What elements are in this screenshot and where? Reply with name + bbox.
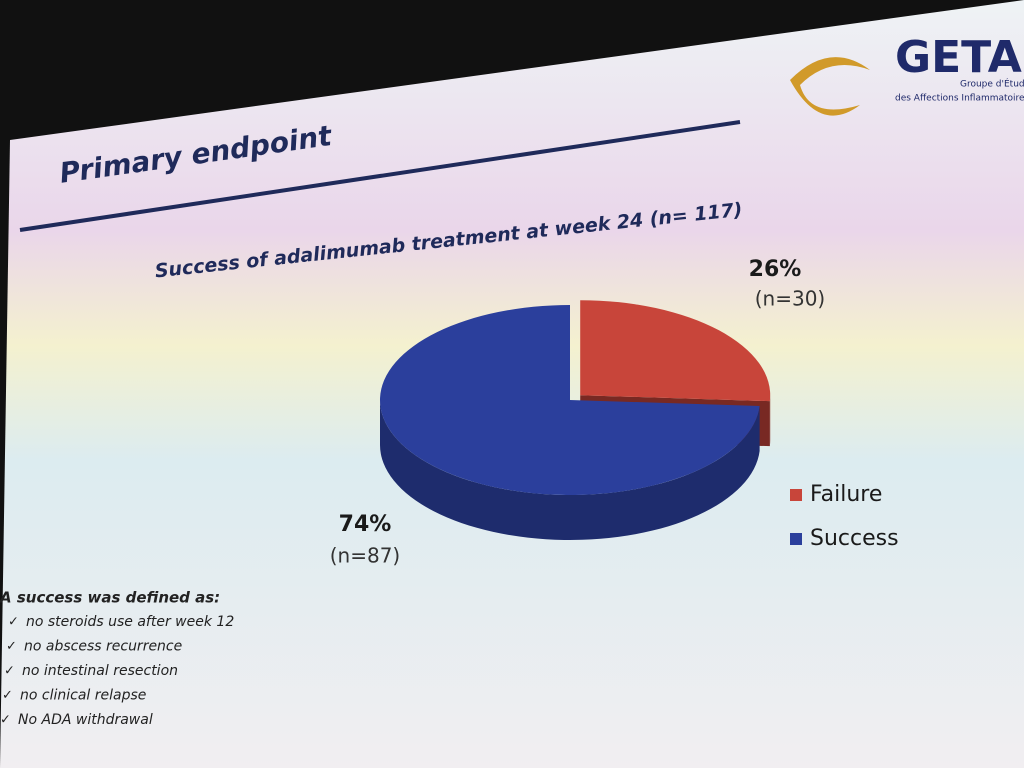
check-mark: ✓ [6,639,17,654]
footnote-item: no steroids use after week 12 [26,614,234,630]
check-mark: ✓ [4,664,15,679]
legend-label: Success [810,526,899,551]
pie-slice [380,305,760,495]
legend-swatch [790,489,802,501]
logo-subtitle: Groupe d'Étude [960,78,1024,90]
count-label: (n=87) [330,544,401,568]
footnote-item: no intestinal resection [22,663,178,679]
count-label: (n=30) [755,287,826,311]
check-mark: ✓ [2,688,13,703]
check-mark: ✓ [0,713,11,728]
logo-subtitle: des Affections Inflammatoires [895,94,1024,104]
value-label: 74% [339,512,392,537]
legend-label: Failure [810,482,882,507]
footnote-item: No ADA withdrawal [18,712,153,728]
pie-slice [580,300,771,402]
logo-mark [790,57,870,116]
logo: GETA [895,32,1022,83]
pie-slice-side [380,400,760,541]
footnote-item: no abscess recurrence [24,639,182,655]
legend-swatch [790,533,802,545]
footnote-item: no clinical relapse [20,688,146,704]
footnote: A success was defined as: [0,589,220,607]
footnote-heading: A success was defined as: [0,589,220,607]
check-mark: ✓ [8,615,19,630]
title-rule [19,120,741,232]
value-label: 26% [749,257,802,282]
